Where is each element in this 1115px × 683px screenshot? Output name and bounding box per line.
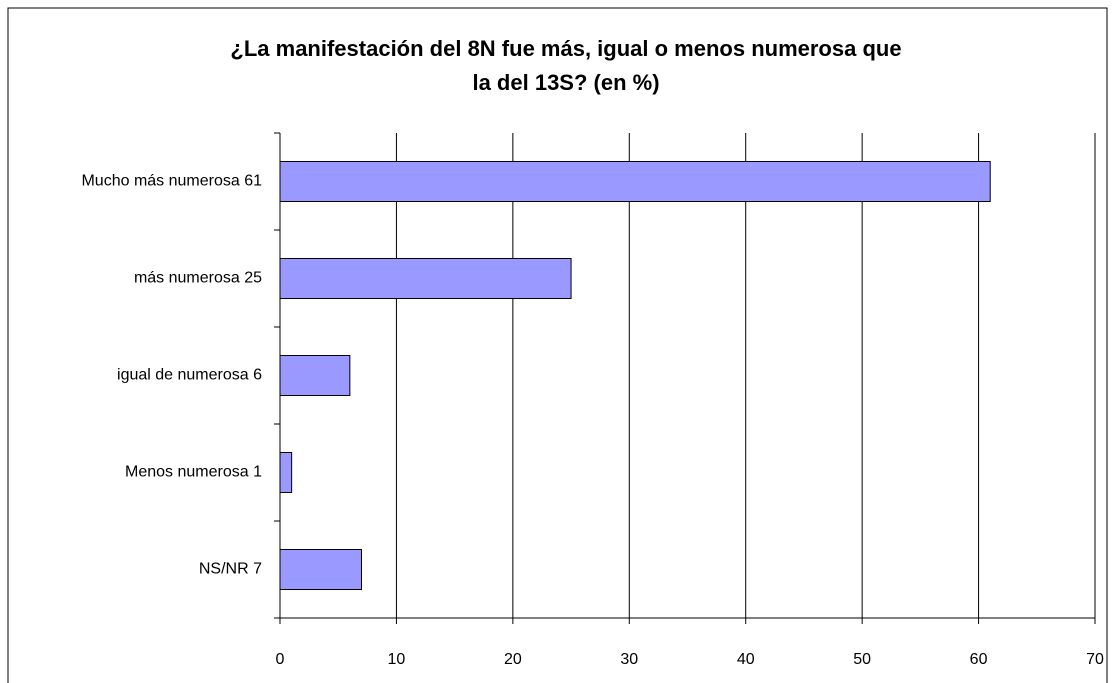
bar xyxy=(279,355,351,396)
x-tick-label: 40 xyxy=(737,651,755,668)
chart-frame xyxy=(7,7,1108,683)
x-tick-label: 20 xyxy=(504,651,522,668)
chart-title: ¿La manifestación del 8N fue más, igual … xyxy=(230,36,901,61)
x-tick-label: 10 xyxy=(388,651,406,668)
bar xyxy=(279,452,293,493)
x-tick-label: 60 xyxy=(970,651,988,668)
bar xyxy=(279,549,362,590)
x-tick-label: 70 xyxy=(1086,651,1104,668)
x-tick-label: 50 xyxy=(853,651,871,668)
y-tick-label: igual de numerosa 6 xyxy=(117,367,262,384)
y-tick-label: Menos numerosa 1 xyxy=(125,464,262,481)
bar xyxy=(279,258,572,299)
bar xyxy=(279,161,991,202)
y-tick-label: Mucho más numerosa 61 xyxy=(81,173,262,190)
y-tick-label: NS/NR 7 xyxy=(199,561,262,578)
chart-title: la del 13S? (en %) xyxy=(472,70,659,95)
x-tick-label: 30 xyxy=(620,651,638,668)
y-tick-label: más numerosa 25 xyxy=(134,270,262,287)
x-tick-label: 0 xyxy=(276,651,285,668)
